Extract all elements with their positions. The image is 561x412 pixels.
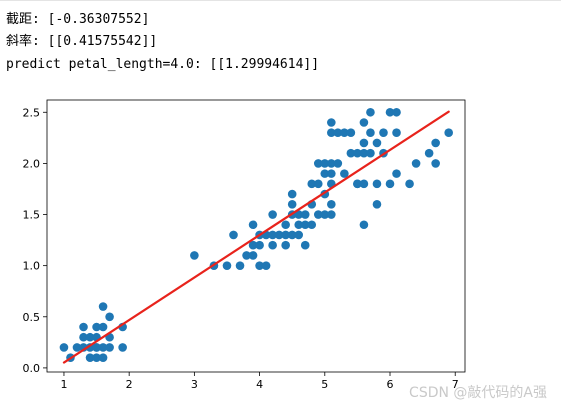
data-point bbox=[99, 353, 108, 362]
data-point bbox=[366, 128, 375, 137]
x-tick-label: 1 bbox=[60, 378, 67, 391]
regression-line bbox=[64, 112, 449, 363]
data-point bbox=[301, 210, 310, 219]
data-point bbox=[379, 128, 388, 137]
data-point bbox=[79, 323, 88, 332]
y-tick-label: 0.5 bbox=[23, 311, 41, 324]
data-point bbox=[373, 180, 382, 189]
data-point bbox=[249, 251, 258, 260]
data-point bbox=[405, 180, 414, 189]
data-point bbox=[255, 241, 264, 250]
data-point bbox=[223, 261, 232, 270]
data-point bbox=[327, 118, 336, 127]
data-point bbox=[444, 128, 453, 137]
x-axis-ticks: 1 2 3 4 5 6 7 bbox=[60, 372, 458, 391]
data-point bbox=[99, 323, 108, 332]
data-point bbox=[281, 241, 290, 250]
data-point bbox=[314, 180, 323, 189]
data-point bbox=[99, 302, 108, 311]
y-tick-label: 0.0 bbox=[23, 362, 41, 375]
data-point bbox=[412, 159, 421, 168]
x-tick-label: 4 bbox=[256, 378, 263, 391]
data-point bbox=[327, 169, 336, 178]
data-point bbox=[281, 220, 290, 229]
y-tick-label: 1.5 bbox=[23, 209, 41, 222]
data-point bbox=[392, 169, 401, 178]
data-point bbox=[105, 312, 114, 321]
data-point bbox=[360, 220, 369, 229]
watermark: CSDN @敲代码的A强 bbox=[409, 382, 547, 402]
data-point bbox=[105, 343, 114, 352]
y-tick-label: 2.0 bbox=[23, 157, 41, 170]
data-point bbox=[360, 180, 369, 189]
x-tick-label: 6 bbox=[387, 378, 394, 391]
data-point bbox=[60, 343, 69, 352]
data-point bbox=[366, 149, 375, 158]
data-point bbox=[229, 231, 238, 240]
x-tick-label: 2 bbox=[126, 378, 133, 391]
data-point bbox=[425, 149, 434, 158]
y-tick-label: 2.5 bbox=[23, 106, 41, 119]
data-point bbox=[392, 108, 401, 117]
x-tick-label: 3 bbox=[191, 378, 198, 391]
y-axis-ticks: 0.0 0.5 1.0 1.5 2.0 2.5 bbox=[23, 106, 48, 375]
data-point bbox=[431, 159, 440, 168]
data-point bbox=[327, 210, 336, 219]
y-tick-label: 1.0 bbox=[23, 260, 41, 273]
x-tick-label: 5 bbox=[321, 378, 328, 391]
data-point bbox=[301, 241, 310, 250]
data-point bbox=[118, 343, 127, 352]
data-point bbox=[431, 139, 440, 148]
data-point bbox=[366, 108, 375, 117]
data-point bbox=[288, 200, 297, 209]
data-point bbox=[373, 200, 382, 209]
data-point bbox=[334, 159, 343, 168]
data-point bbox=[268, 210, 277, 219]
data-point bbox=[268, 241, 277, 250]
data-point bbox=[347, 128, 356, 137]
data-point bbox=[190, 251, 199, 260]
data-point bbox=[294, 231, 303, 240]
data-point bbox=[360, 118, 369, 127]
data-point bbox=[327, 200, 336, 209]
data-point bbox=[360, 139, 369, 148]
regression-line-group bbox=[64, 112, 449, 363]
data-point bbox=[392, 128, 401, 137]
data-point bbox=[249, 220, 258, 229]
data-point bbox=[262, 261, 271, 270]
data-point bbox=[307, 220, 316, 229]
data-point bbox=[236, 261, 245, 270]
data-point bbox=[386, 180, 395, 189]
data-point bbox=[373, 139, 382, 148]
data-point bbox=[288, 190, 297, 199]
